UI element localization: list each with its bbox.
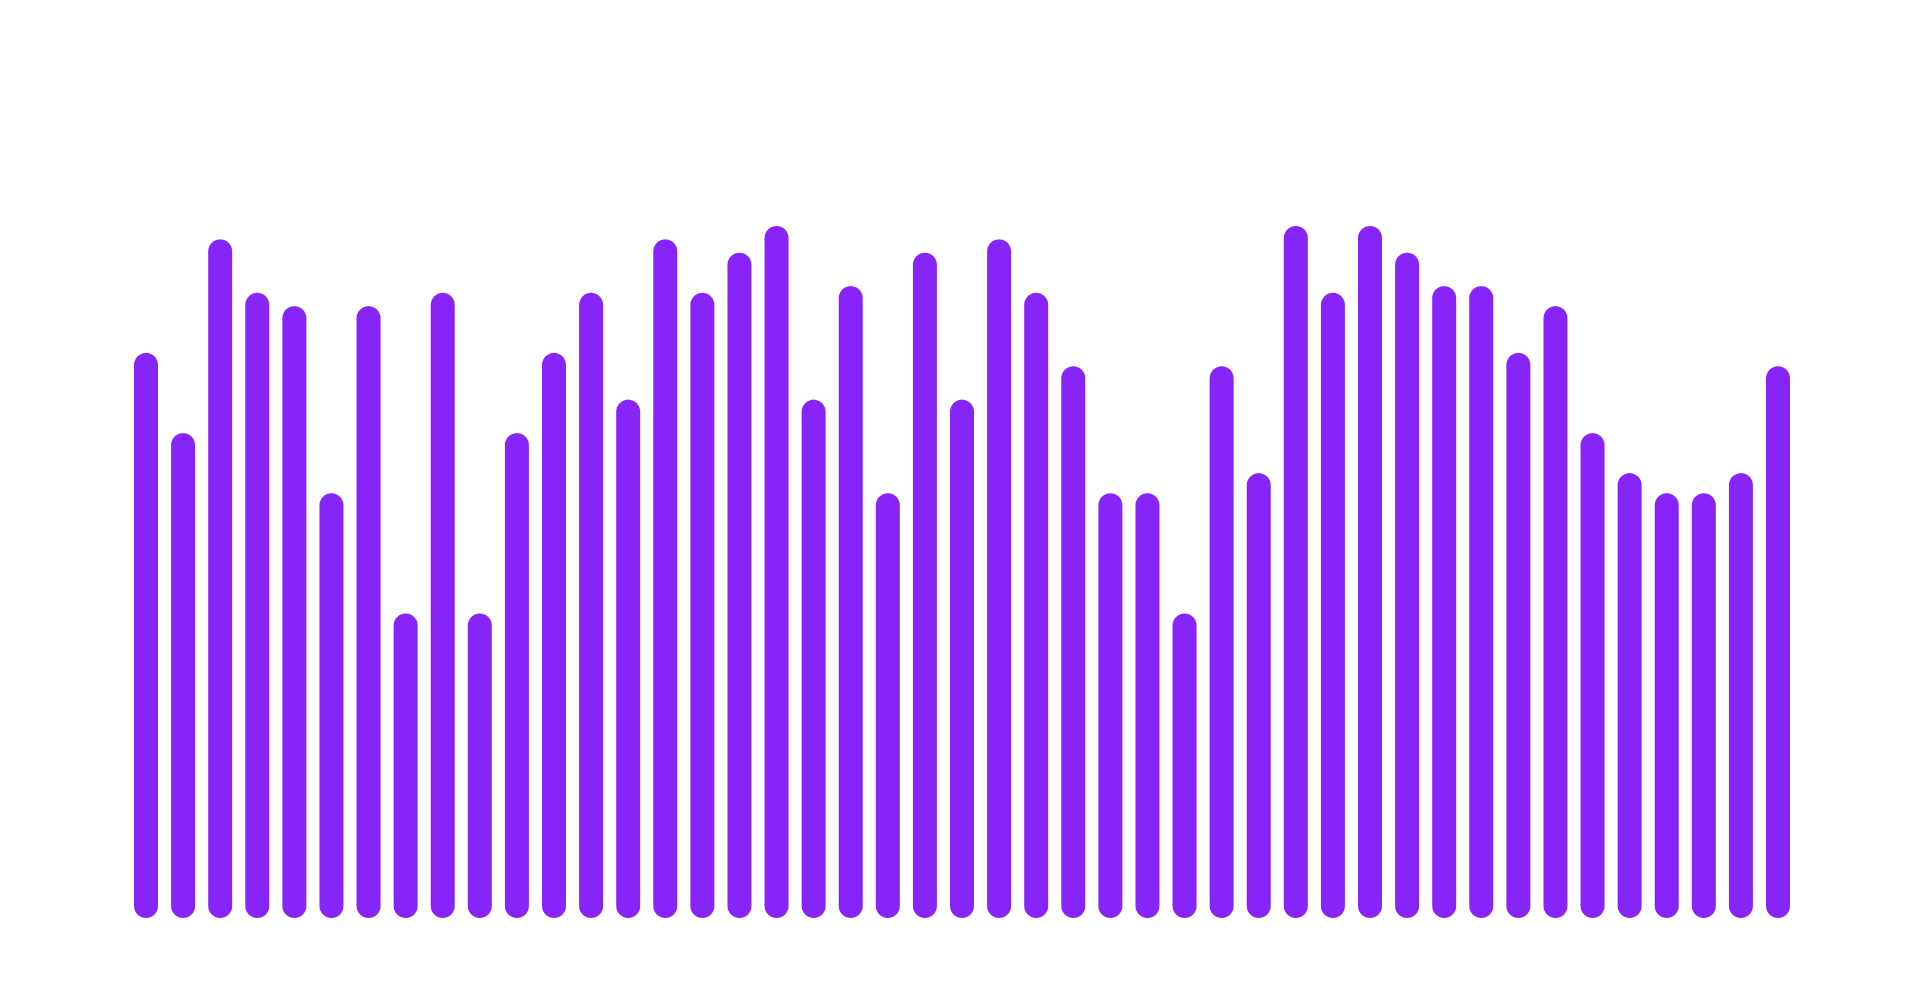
bar xyxy=(1766,366,1790,918)
bar xyxy=(430,292,455,918)
bar xyxy=(504,433,529,918)
bar xyxy=(801,399,826,918)
bar xyxy=(1061,366,1086,918)
bar xyxy=(579,292,604,918)
bar xyxy=(1580,433,1605,918)
bar xyxy=(1728,473,1753,918)
bar xyxy=(1246,473,1271,918)
bar xyxy=(653,239,678,919)
bar xyxy=(319,493,344,918)
bar xyxy=(1395,252,1420,919)
bar xyxy=(208,239,233,919)
bar xyxy=(467,613,492,918)
bar xyxy=(1283,226,1308,918)
bar xyxy=(616,399,641,918)
bar xyxy=(1432,286,1457,918)
bar xyxy=(1617,473,1642,918)
bar xyxy=(1506,352,1531,918)
bar xyxy=(134,352,158,918)
bar xyxy=(1691,493,1716,918)
bar xyxy=(838,286,863,918)
bar xyxy=(1654,493,1679,918)
bar xyxy=(875,493,900,918)
bar xyxy=(912,252,937,919)
bar xyxy=(356,306,381,918)
bar xyxy=(393,613,418,918)
bar xyxy=(1358,226,1382,918)
bar xyxy=(1543,306,1568,918)
bar xyxy=(1209,366,1234,918)
bar xyxy=(690,292,715,918)
bar xyxy=(171,433,196,918)
bar xyxy=(1135,493,1160,918)
bar xyxy=(950,399,974,918)
bar xyxy=(764,226,789,918)
bar xyxy=(987,239,1012,919)
bar xyxy=(282,306,307,918)
bar xyxy=(1098,493,1123,918)
bar xyxy=(542,352,566,918)
bar xyxy=(1172,613,1197,918)
bar xyxy=(1469,286,1494,918)
bar xyxy=(727,252,752,919)
bar xyxy=(1320,292,1345,918)
bar xyxy=(1024,292,1049,918)
bar xyxy=(245,292,270,918)
